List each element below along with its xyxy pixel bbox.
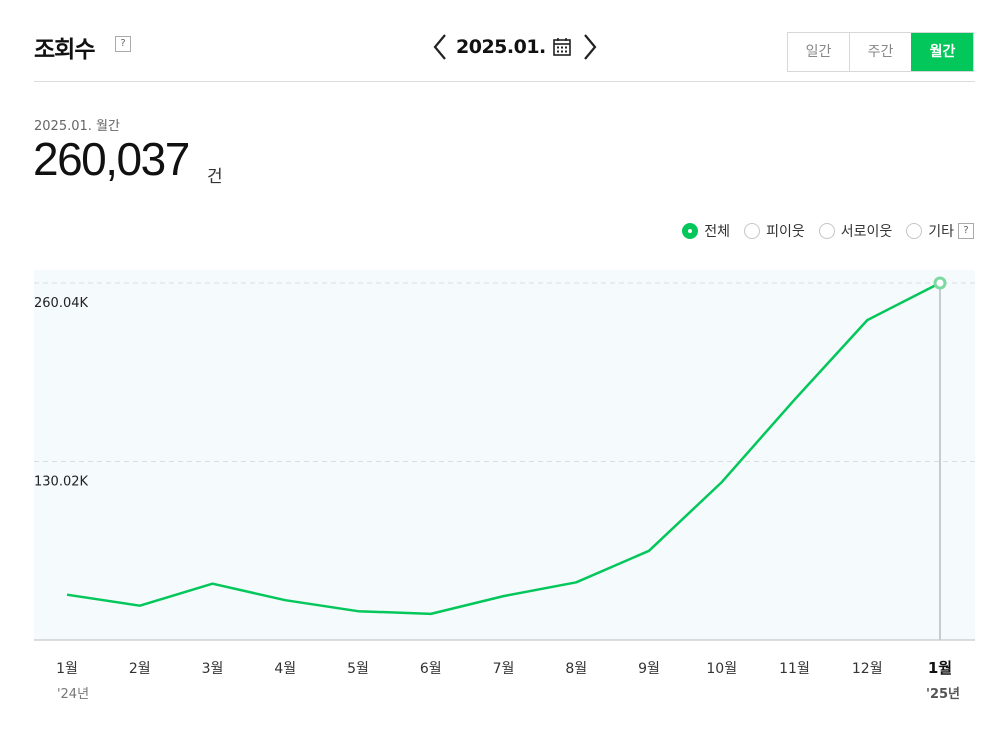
x-tick-label: 10월 <box>706 661 737 677</box>
x-tick-label: 9월 <box>638 661 660 677</box>
x-tick-label: 7월 <box>493 661 515 677</box>
legend-label: 서로이웃 <box>840 224 893 240</box>
x-tick-label: 8월 <box>565 661 587 677</box>
chevron-right-icon[interactable] <box>580 32 600 62</box>
total-unit: 건 <box>207 167 223 187</box>
legend-label: 피이웃 <box>766 224 805 240</box>
legend-item-mutual-neighbor[interactable]: 서로이웃 <box>818 221 893 241</box>
current-date: 2025.01. <box>456 36 546 58</box>
legend-item-all[interactable]: 전체 <box>682 221 730 241</box>
x-tick-label: 3월 <box>202 661 224 677</box>
x-tick-label: 1월 <box>56 661 78 677</box>
year-label: '24년 <box>57 687 89 702</box>
header-divider <box>34 81 975 82</box>
period-toggle: 일간 주간 월간 <box>787 32 974 72</box>
calendar-icon[interactable] <box>552 37 572 57</box>
x-tick-label: 1월 <box>928 659 952 677</box>
views-line-chart: 130.02K 260.04K 1월 2월 3월 4월 5월 6월 7월 8월 9월 10월 11월 12… <box>34 270 975 702</box>
data-point[interactable] <box>933 276 947 290</box>
date-navigator: 2025.01. <box>430 30 600 64</box>
x-tick-label: 6월 <box>420 661 442 677</box>
radio-icon[interactable] <box>906 223 923 239</box>
legend: 전체 피이웃 서로이웃 기타 ? <box>668 221 974 241</box>
x-tick-label: 5월 <box>347 661 369 677</box>
tab-weekly[interactable]: 주간 <box>849 33 911 71</box>
radio-icon[interactable] <box>744 223 761 239</box>
x-tick-label: 11월 <box>779 661 810 677</box>
header: 조회수 ? 2025.01. 일간 주간 월간 <box>0 0 1000 82</box>
x-tick-label: 12월 <box>852 661 883 677</box>
legend-label: 전체 <box>704 224 731 240</box>
x-tick-label: 4월 <box>274 661 296 677</box>
page-title: 조회수 <box>34 37 95 63</box>
total-count: 260,037 <box>33 133 190 185</box>
year-label: '25년 <box>926 687 960 702</box>
period-label: 2025.01. 월간 <box>34 119 120 134</box>
y-tick-label: 260.04K <box>34 296 88 311</box>
y-tick-label: 130.02K <box>34 475 88 490</box>
x-tick-label: 2월 <box>129 661 151 677</box>
tab-monthly[interactable]: 월간 <box>911 33 973 71</box>
radio-icon[interactable] <box>818 223 835 239</box>
help-icon[interactable]: ? <box>958 223 974 239</box>
help-icon[interactable]: ? <box>115 36 131 52</box>
radio-checked-icon[interactable] <box>682 223 699 239</box>
legend-item-neighbor[interactable]: 피이웃 <box>744 221 805 241</box>
tab-daily[interactable]: 일간 <box>805 44 832 60</box>
legend-label: 기타 <box>928 224 954 240</box>
series-line <box>66 281 941 616</box>
plot-area <box>34 270 975 640</box>
legend-item-other[interactable]: 기타 ? <box>906 221 974 241</box>
chevron-left-icon[interactable] <box>430 32 450 62</box>
